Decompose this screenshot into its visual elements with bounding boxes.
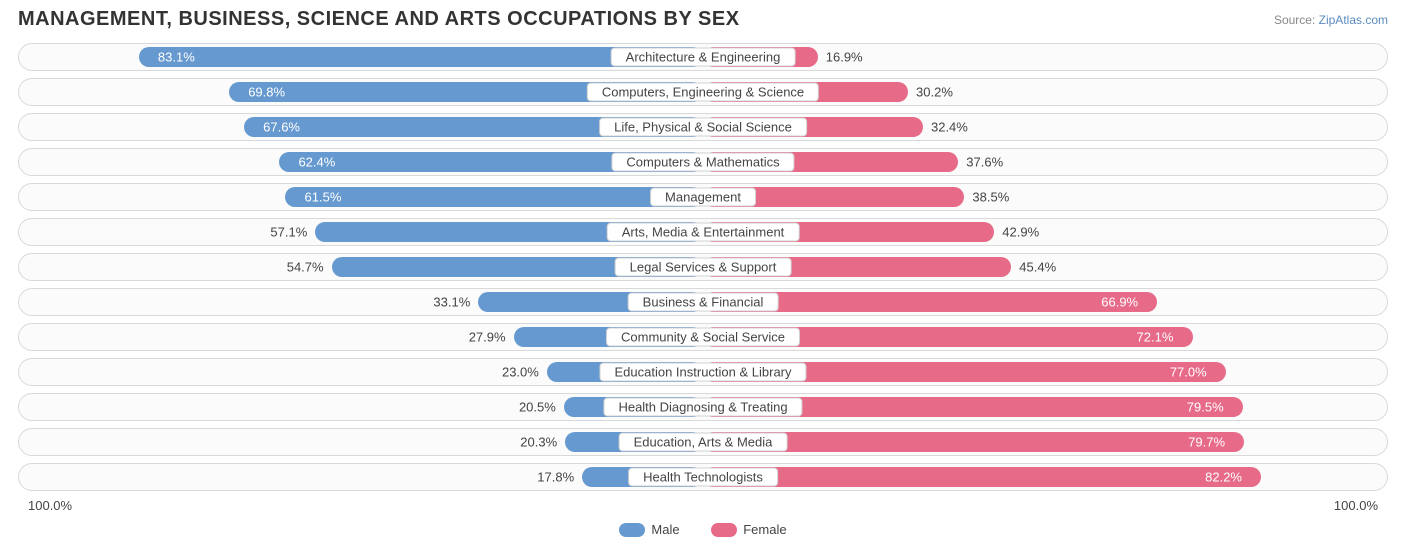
female-pct-label: 37.6% [966, 155, 1003, 170]
female-swatch [711, 523, 737, 537]
category-label: Management [650, 188, 756, 207]
male-pct-label: 33.1% [433, 295, 470, 310]
axis-left-label: 100.0% [28, 498, 72, 513]
chart-title: MANAGEMENT, BUSINESS, SCIENCE AND ARTS O… [18, 8, 740, 31]
female-pct-label: 82.2% [1205, 470, 1242, 485]
male-pct-label: 17.8% [537, 470, 574, 485]
source-prefix: Source: [1274, 13, 1319, 27]
female-pct-label: 79.5% [1187, 400, 1224, 415]
female-pct-label: 66.9% [1101, 295, 1138, 310]
chart-row: 17.8% 82.2% Health Technologists [18, 463, 1388, 491]
male-bar [285, 187, 703, 207]
female-pct-label: 38.5% [972, 190, 1009, 205]
chart-row: 20.5% 79.5% Health Diagnosing & Treating [18, 393, 1388, 421]
chart-row: 27.9% 72.1% Community & Social Service [18, 323, 1388, 351]
female-pct-label: 16.9% [826, 50, 863, 65]
chart-row: 61.5% 38.5% Management [18, 183, 1388, 211]
category-label: Health Technologists [628, 468, 778, 487]
category-label: Life, Physical & Social Science [599, 118, 807, 137]
chart-row: 57.1% 42.9% Arts, Media & Entertainment [18, 218, 1388, 246]
male-pct-label: 20.3% [520, 435, 557, 450]
male-pct-label: 69.8% [248, 85, 285, 100]
source-link[interactable]: ZipAtlas.com [1319, 13, 1388, 27]
male-pct-label: 67.6% [263, 120, 300, 135]
legend: Male Female [12, 522, 1394, 540]
chart-area: 83.1% 16.9% Architecture & Engineering 69.8… [12, 41, 1394, 491]
legend-female: Female [711, 522, 786, 537]
chart-row: 20.3% 79.7% Education, Arts & Media [18, 428, 1388, 456]
female-pct-label: 45.4% [1019, 260, 1056, 275]
male-pct-label: 61.5% [305, 190, 342, 205]
male-pct-label: 54.7% [287, 260, 324, 275]
male-pct-label: 83.1% [158, 50, 195, 65]
male-swatch [619, 523, 645, 537]
source-attribution: Source: ZipAtlas.com [1274, 13, 1388, 27]
header: MANAGEMENT, BUSINESS, SCIENCE AND ARTS O… [12, 8, 1394, 31]
category-label: Business & Financial [628, 293, 779, 312]
chart-row: 54.7% 45.4% Legal Services & Support [18, 253, 1388, 281]
male-pct-label: 20.5% [519, 400, 556, 415]
category-label: Health Diagnosing & Treating [603, 398, 802, 417]
chart-container: MANAGEMENT, BUSINESS, SCIENCE AND ARTS O… [0, 0, 1406, 548]
female-pct-label: 30.2% [916, 85, 953, 100]
category-label: Education, Arts & Media [619, 433, 788, 452]
legend-male: Male [619, 522, 679, 537]
male-pct-label: 62.4% [298, 155, 335, 170]
axis-right-label: 100.0% [1334, 498, 1378, 513]
legend-male-label: Male [651, 522, 679, 537]
category-label: Computers, Engineering & Science [587, 83, 819, 102]
chart-row: 62.4% 37.6% Computers & Mathematics [18, 148, 1388, 176]
chart-row: 23.0% 77.0% Education Instruction & Librar… [18, 358, 1388, 386]
male-pct-label: 27.9% [469, 330, 506, 345]
chart-row: 69.8% 30.2% Computers, Engineering & Scien… [18, 78, 1388, 106]
category-label: Community & Social Service [606, 328, 800, 347]
female-pct-label: 32.4% [931, 120, 968, 135]
male-pct-label: 23.0% [502, 365, 539, 380]
category-label: Legal Services & Support [615, 258, 792, 277]
category-label: Architecture & Engineering [611, 48, 796, 67]
male-pct-label: 57.1% [270, 225, 307, 240]
female-pct-label: 77.0% [1170, 365, 1207, 380]
chart-row: 83.1% 16.9% Architecture & Engineering [18, 43, 1388, 71]
legend-female-label: Female [743, 522, 786, 537]
female-bar [703, 467, 1261, 487]
chart-row: 67.6% 32.4% Life, Physical & Social Scienc… [18, 113, 1388, 141]
category-label: Education Instruction & Library [599, 363, 806, 382]
female-pct-label: 42.9% [1002, 225, 1039, 240]
female-pct-label: 72.1% [1137, 330, 1174, 345]
chart-row: 33.1% 66.9% Business & Financial [18, 288, 1388, 316]
category-label: Arts, Media & Entertainment [607, 223, 800, 242]
category-label: Computers & Mathematics [611, 153, 794, 172]
axis-row: 100.0% 100.0% [12, 498, 1394, 518]
female-pct-label: 79.7% [1188, 435, 1225, 450]
